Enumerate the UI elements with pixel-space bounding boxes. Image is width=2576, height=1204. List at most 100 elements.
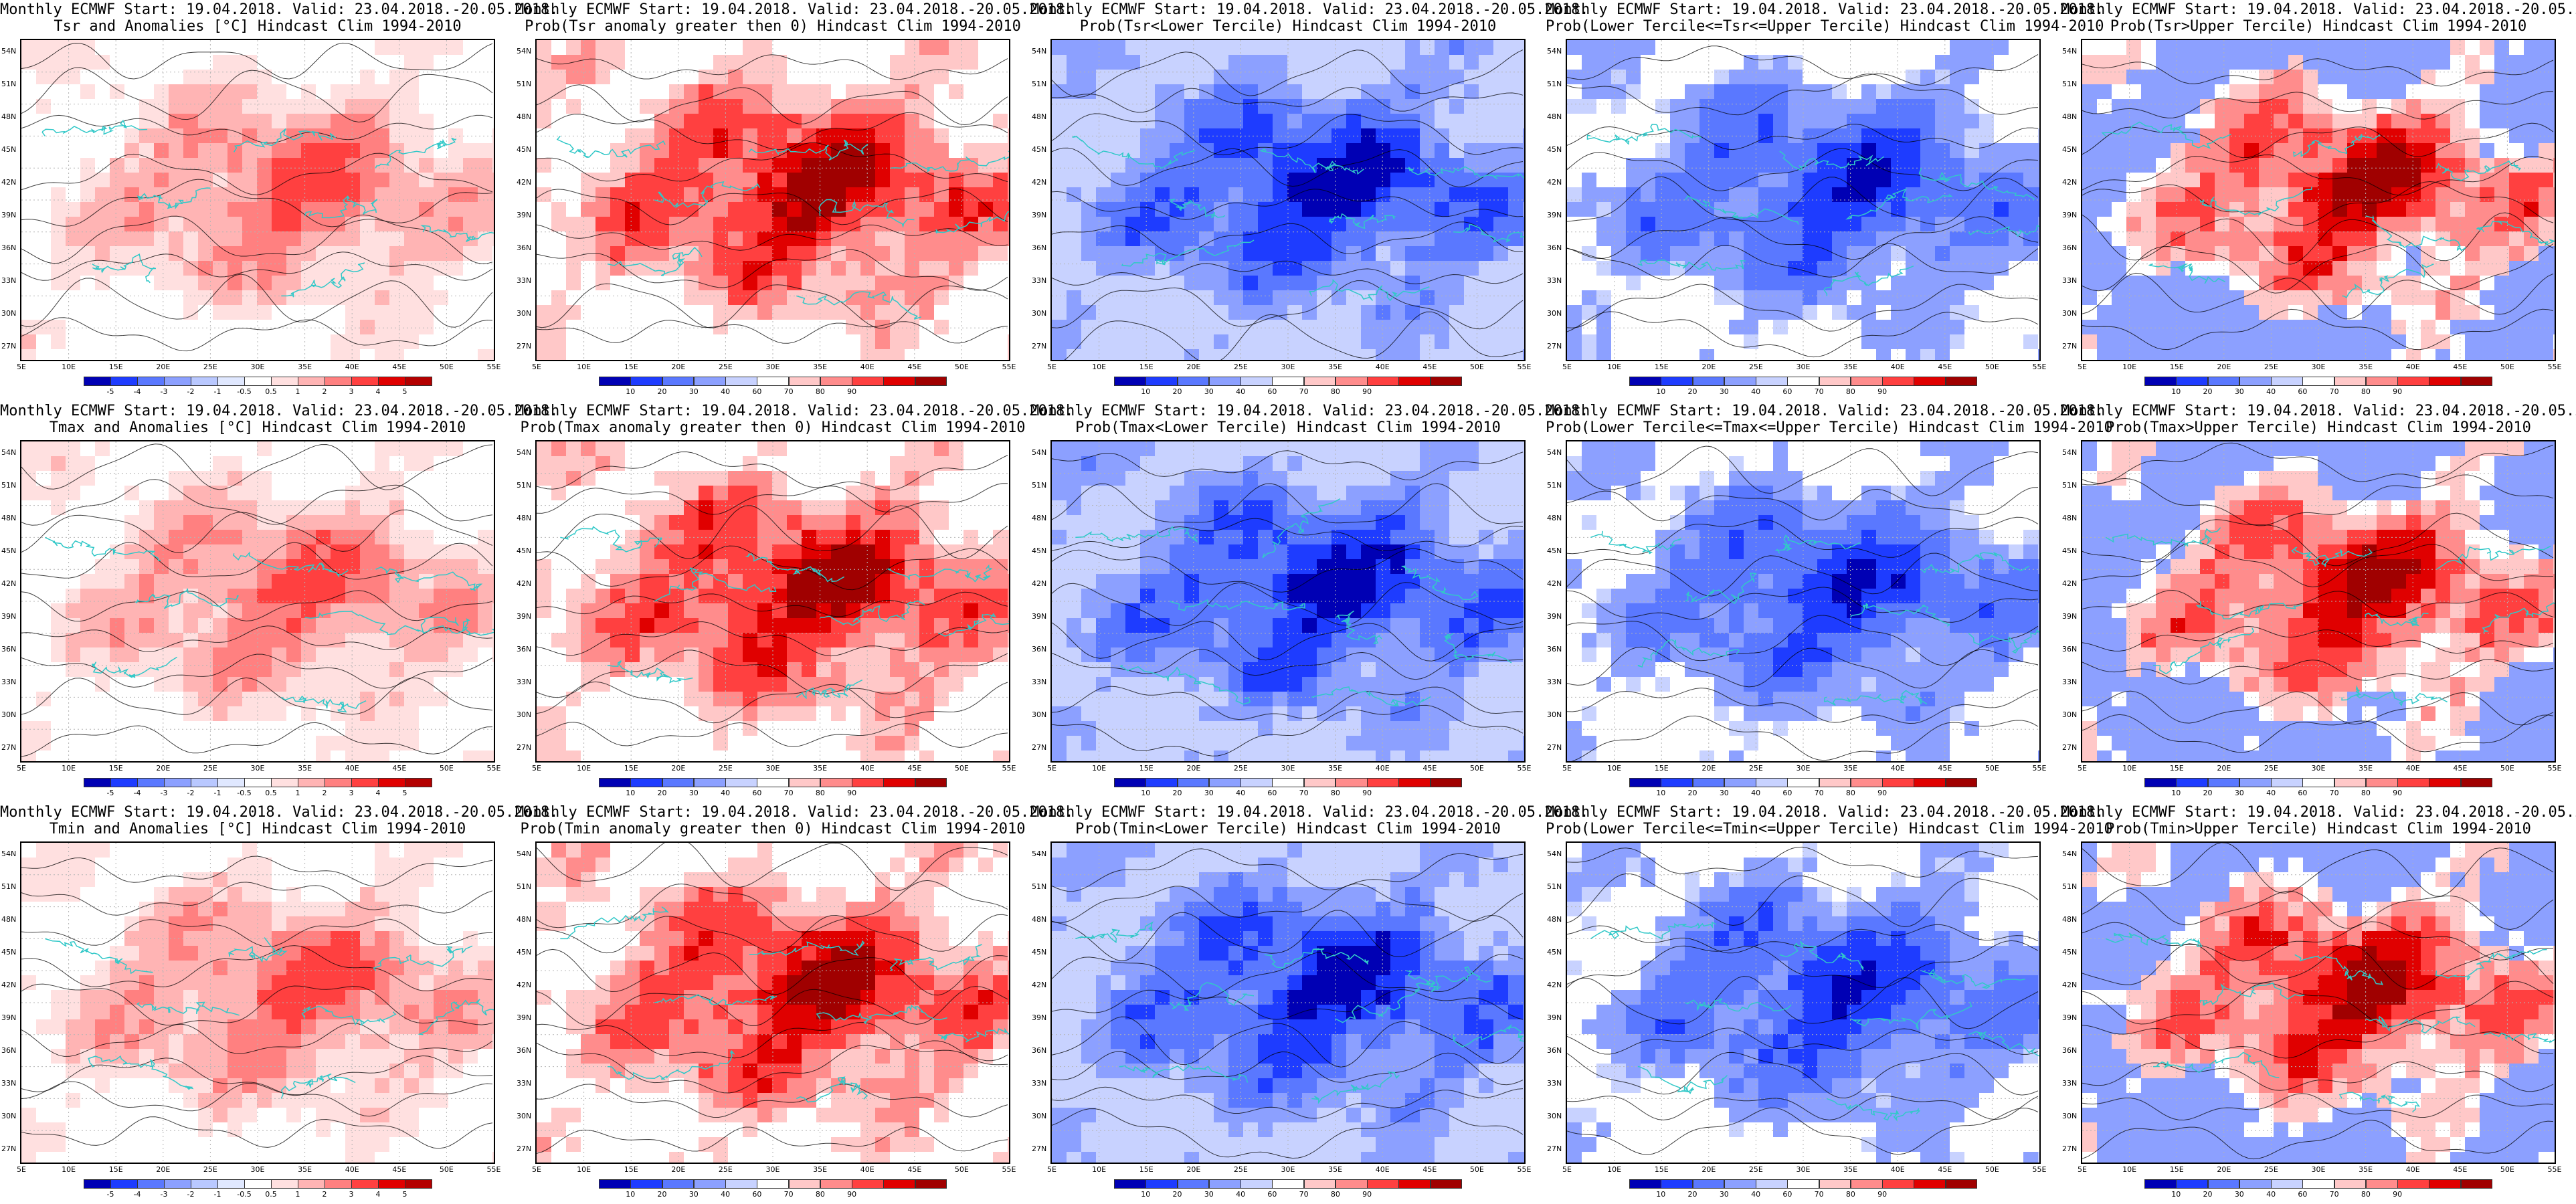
field-cell	[934, 202, 949, 217]
field-cell	[463, 471, 478, 486]
field-cell	[1170, 173, 1185, 188]
field-cell	[2229, 99, 2245, 114]
field-cell	[2524, 158, 2539, 173]
field-cell	[905, 143, 920, 159]
coastline	[136, 187, 211, 210]
field-cell	[1803, 143, 1818, 159]
field-cell	[1847, 202, 1862, 217]
field-cell	[1906, 70, 1921, 85]
contour-line	[21, 479, 493, 526]
field-cell	[2539, 202, 2554, 217]
field-cell	[1067, 290, 1082, 306]
field-cell	[713, 441, 729, 457]
field-cell	[1817, 99, 1833, 114]
field-cell	[1317, 173, 1332, 188]
coastline	[422, 618, 494, 636]
field-cell	[949, 70, 964, 85]
field-cell	[1714, 84, 1730, 100]
field-cell	[478, 99, 493, 114]
field-cell	[905, 99, 920, 114]
field-cell	[2141, 158, 2156, 173]
field-cell	[1214, 114, 1229, 129]
field-cell	[331, 55, 346, 70]
field-cell	[389, 500, 405, 516]
field-cell	[2347, 158, 2363, 173]
field-cell	[1346, 173, 1362, 188]
field-cell	[2229, 40, 2245, 56]
map-canvas	[537, 441, 1009, 761]
field-cell	[463, 173, 478, 188]
field-cell	[1655, 55, 1671, 70]
field-cell	[331, 677, 346, 692]
field-cell	[1906, 158, 1921, 173]
field-cell	[1744, 70, 1759, 85]
field-cell	[448, 677, 464, 692]
field-cell	[345, 515, 361, 530]
field-cell	[1817, 202, 1833, 217]
field-cell	[1773, 40, 1788, 56]
field-cell	[2480, 114, 2495, 129]
field-cell	[36, 99, 52, 114]
field-cell	[434, 662, 449, 678]
field-cell	[301, 143, 316, 159]
field-cell	[2465, 305, 2480, 320]
field-cell	[2480, 349, 2495, 360]
colorbar-tick-label: 2	[322, 789, 327, 797]
field-cell	[80, 55, 96, 70]
field-cell	[1052, 349, 1067, 360]
field-cell	[1273, 349, 1288, 360]
field-cell	[1876, 349, 1892, 360]
field-cell	[2435, 246, 2451, 262]
field-cell	[802, 99, 817, 114]
field-cell	[1493, 246, 1509, 262]
field-cell	[389, 750, 405, 761]
field-cell	[713, 290, 729, 306]
field-cell	[2332, 99, 2348, 114]
field-cell	[2318, 305, 2333, 320]
longitude-label: 5E	[532, 363, 541, 371]
field-cell	[1832, 217, 1847, 232]
field-cell	[757, 276, 773, 291]
field-cell	[1641, 187, 1656, 203]
field-cell	[1744, 55, 1759, 70]
field-cell	[1861, 84, 1877, 100]
field-cell	[1435, 349, 1450, 360]
latitude-label: 33N	[1, 678, 17, 686]
field-cell	[2229, 261, 2245, 276]
field-cell	[375, 603, 390, 619]
field-cell	[198, 261, 213, 276]
field-cell	[772, 187, 788, 203]
field-cell	[1273, 246, 1288, 262]
field-cell	[2480, 70, 2495, 85]
field-cell	[1302, 187, 1317, 203]
field-cell	[95, 276, 110, 291]
field-cell	[537, 99, 552, 114]
field-cell	[1817, 55, 1833, 70]
field-cell	[2171, 261, 2186, 276]
colorbar-tick-label: 3	[349, 789, 354, 797]
field-cell	[36, 647, 52, 663]
field-cell	[169, 99, 184, 114]
field-cell	[1390, 173, 1406, 188]
field-cell	[610, 471, 626, 486]
field-cell	[169, 173, 184, 188]
latitude-label: 51N	[1, 80, 17, 88]
field-cell	[654, 305, 670, 320]
field-cell	[257, 261, 272, 276]
field-cell	[963, 334, 979, 350]
field-cell	[743, 305, 758, 320]
field-cell	[331, 500, 346, 516]
contour-line	[537, 224, 1008, 251]
field-cell	[1861, 261, 1877, 276]
field-cell	[301, 500, 316, 516]
longitude-label: 30E	[1281, 363, 1295, 371]
field-cell	[257, 530, 272, 545]
coastline	[818, 199, 915, 228]
field-cell	[934, 246, 949, 262]
field-cell	[1493, 40, 1509, 56]
field-cell	[1464, 173, 1479, 188]
field-cell	[110, 471, 125, 486]
field-cell	[139, 618, 155, 633]
colorbar-tick-label: 4	[375, 789, 381, 797]
longitude-label: 40E	[345, 363, 359, 371]
